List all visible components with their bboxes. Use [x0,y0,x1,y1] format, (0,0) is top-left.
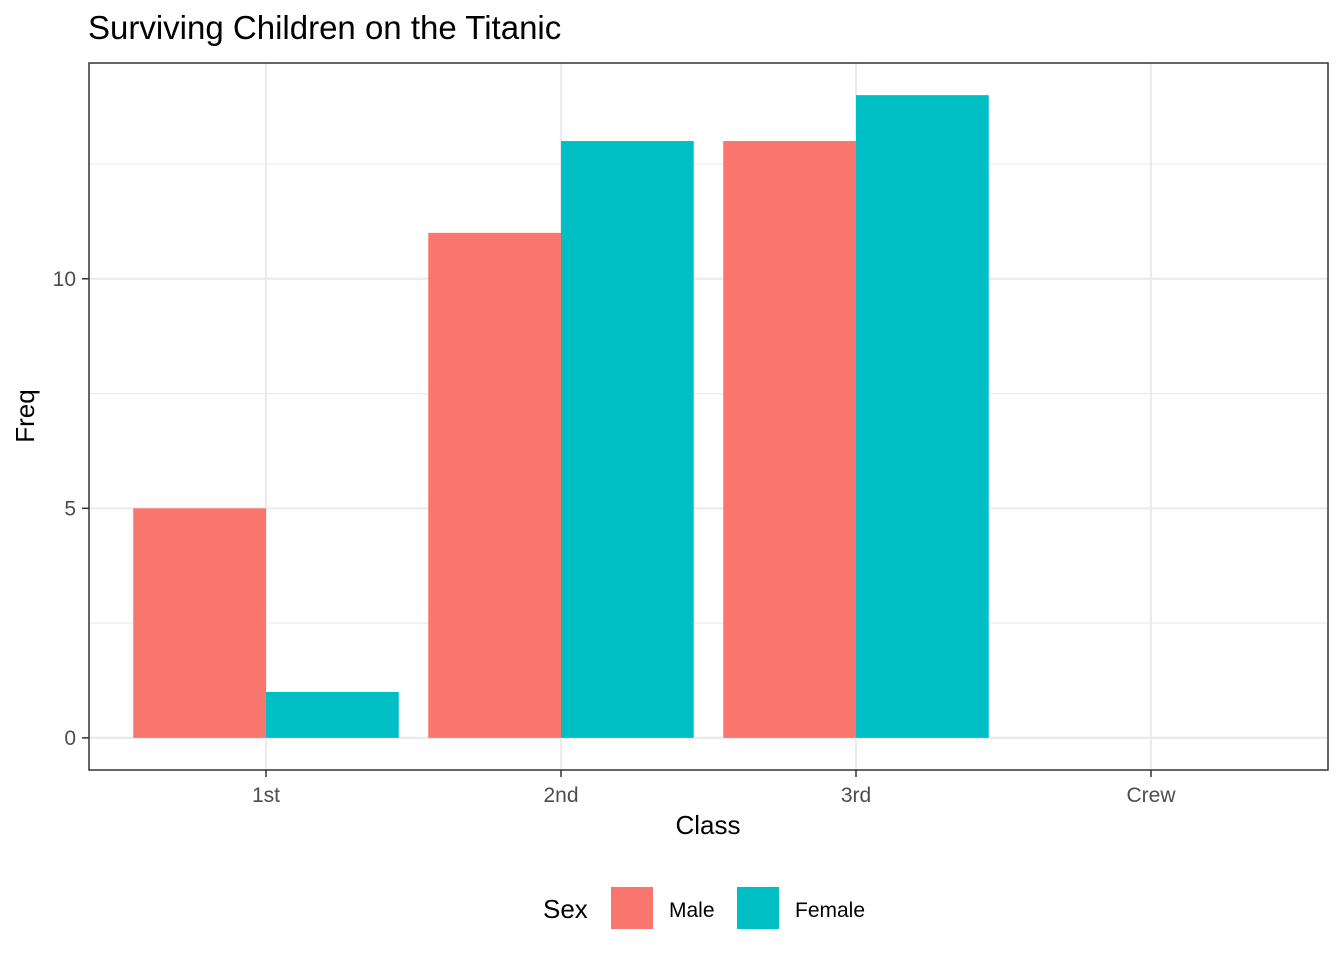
legend: Sex Male Female [543,887,865,929]
bar-female-1st [266,691,399,738]
legend-label-female: Female [795,899,865,922]
y-tick-label: 5 [64,497,76,520]
gridlines [89,63,1328,770]
bars [133,95,989,738]
chart-title: Surviving Children on the Titanic [88,9,561,46]
bar-male-2nd [428,232,561,738]
x-tick-label: Crew [1126,784,1176,807]
plot-panel [88,62,1329,771]
legend-key-male [611,887,653,929]
y-tick-label: 10 [53,268,76,291]
y-axis-title: Freq [10,389,40,442]
y-axis: 0 5 10 [53,268,89,750]
x-tick-label: 1st [252,784,280,807]
bar-male-1st [133,508,266,738]
y-tick-label: 0 [64,727,76,750]
bar-female-2nd [561,141,694,738]
legend-key-female [737,887,779,929]
bar-male-3rd [723,141,856,738]
x-axis: 1st 2nd 3rd Crew [252,770,1176,807]
legend-label-male: Male [669,899,715,922]
bar-female-3rd [856,95,989,738]
x-axis-title: Class [675,810,740,840]
legend-title: Sex [543,894,588,924]
x-tick-label: 2nd [543,784,578,807]
x-tick-label: 3rd [841,784,871,807]
